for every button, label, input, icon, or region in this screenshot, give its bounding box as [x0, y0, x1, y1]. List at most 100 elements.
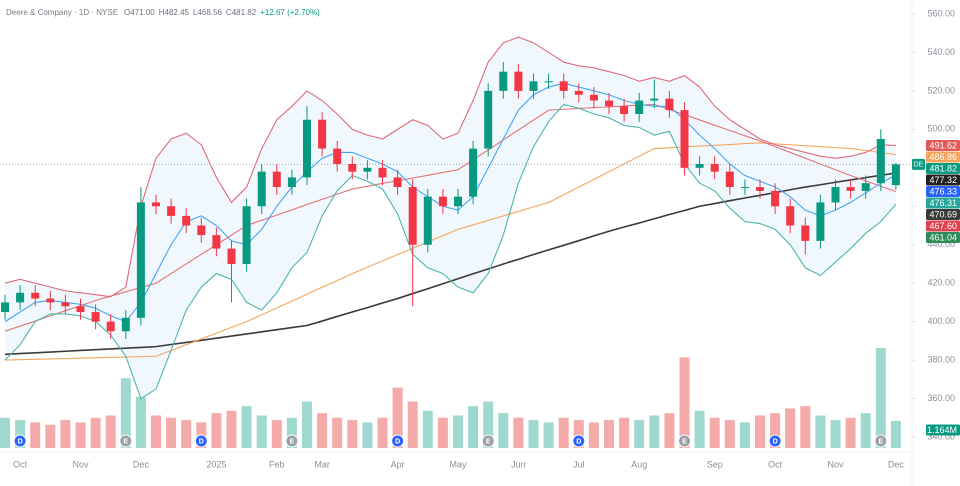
volume-bar	[664, 413, 675, 448]
volume-bar	[45, 424, 56, 448]
volume-bar	[75, 422, 86, 448]
volume-bar	[709, 417, 720, 448]
candle-body	[438, 196, 447, 207]
volume-bar	[392, 387, 403, 448]
y-tick-label: 500.00	[927, 124, 955, 134]
y-tick-label: 420.00	[927, 278, 955, 288]
x-tick-label: May	[449, 459, 467, 469]
price-label-box	[926, 162, 960, 174]
candle-body	[257, 171, 266, 207]
volume-bar	[120, 378, 131, 448]
candle-body	[469, 148, 478, 197]
price-label: 491.62	[929, 140, 957, 150]
indicator-line	[4, 142, 896, 361]
volume-bar	[30, 422, 41, 448]
price-label-box	[926, 174, 960, 186]
volume-bar	[649, 415, 660, 448]
candle-body	[756, 187, 764, 191]
volume-bar	[256, 415, 267, 448]
candle-body	[333, 148, 342, 164]
candle-body	[363, 167, 372, 172]
volume-bar	[755, 415, 765, 448]
candle-body	[408, 187, 417, 245]
volume-bar	[770, 413, 781, 448]
candle-body	[665, 98, 674, 111]
candle-body	[816, 202, 825, 241]
volume-bar	[694, 410, 705, 448]
volume-bar	[362, 422, 373, 448]
volume-bar	[407, 401, 418, 448]
volume-bar	[860, 413, 871, 448]
y-tick-label: 560.00	[927, 8, 955, 18]
volume-bar	[302, 401, 312, 448]
candle-body	[574, 90, 583, 95]
candle-body	[831, 187, 840, 203]
price-label: 467.60	[929, 221, 957, 231]
volume-bar	[543, 422, 554, 448]
x-tick-label: Dec	[888, 459, 905, 469]
candle-body	[136, 202, 145, 318]
x-tick-label: Oct	[13, 459, 28, 469]
volume-bar	[483, 401, 494, 448]
candle-body	[499, 71, 508, 91]
event-marker: E	[119, 434, 133, 448]
band-fill	[5, 37, 896, 399]
x-tick-label: Dec	[133, 459, 150, 469]
volume-bar	[181, 420, 192, 448]
event-label: D	[395, 438, 400, 445]
candle-body	[740, 187, 749, 189]
candle-body	[861, 183, 870, 191]
price-label-box	[926, 197, 960, 209]
candle-body	[287, 177, 296, 188]
candle-body	[227, 248, 236, 264]
x-tick-label: Mar	[314, 459, 330, 469]
event-marker: D	[391, 434, 405, 448]
candle-body	[272, 171, 281, 188]
indicator-line	[4, 82, 897, 323]
candle-body	[695, 163, 704, 168]
price-label-box	[926, 231, 960, 243]
candle-body	[710, 163, 719, 172]
volume-bar	[317, 413, 328, 448]
volume-bar	[558, 417, 569, 448]
volume-bar	[513, 417, 524, 448]
event-label: D	[18, 438, 23, 445]
ohlc-value: L468.56	[193, 8, 222, 17]
event-label: D	[773, 438, 778, 445]
volume-bar	[437, 417, 448, 448]
candle-body	[76, 306, 85, 313]
event-marker: E	[874, 434, 888, 448]
candle-body	[514, 71, 523, 91]
event-marker: E	[678, 434, 691, 448]
event-marker: D	[13, 434, 27, 448]
price-label: 477.32	[929, 175, 957, 185]
event-circle	[194, 434, 208, 448]
ohlc-value: O471.00	[124, 8, 155, 17]
price-label-box	[926, 139, 960, 151]
candle-body	[484, 90, 493, 149]
volume-bar	[151, 415, 161, 448]
candle-body	[559, 81, 568, 91]
volume-bar	[845, 417, 856, 448]
ticker-tag-box	[912, 158, 925, 170]
event-marker: D	[572, 434, 586, 448]
candle-body	[635, 100, 644, 114]
event-label: D	[576, 438, 581, 445]
volume-bar	[604, 420, 614, 448]
ticker-tag: DE	[914, 162, 924, 169]
event-circle	[678, 434, 691, 448]
price-label: 470.69	[929, 209, 957, 219]
event-circle	[285, 434, 299, 448]
candle-body	[348, 163, 357, 172]
y-tick-label: 400.00	[927, 316, 955, 326]
candle-body	[182, 215, 191, 226]
volume-bar	[679, 357, 690, 448]
volume-label: 1.164M	[927, 425, 957, 435]
volume-bar	[226, 410, 237, 448]
volume-bar	[739, 422, 750, 448]
volume-bar	[619, 417, 630, 448]
volume-bar	[634, 420, 645, 448]
event-circle	[768, 434, 782, 448]
volume-bar	[90, 417, 101, 448]
